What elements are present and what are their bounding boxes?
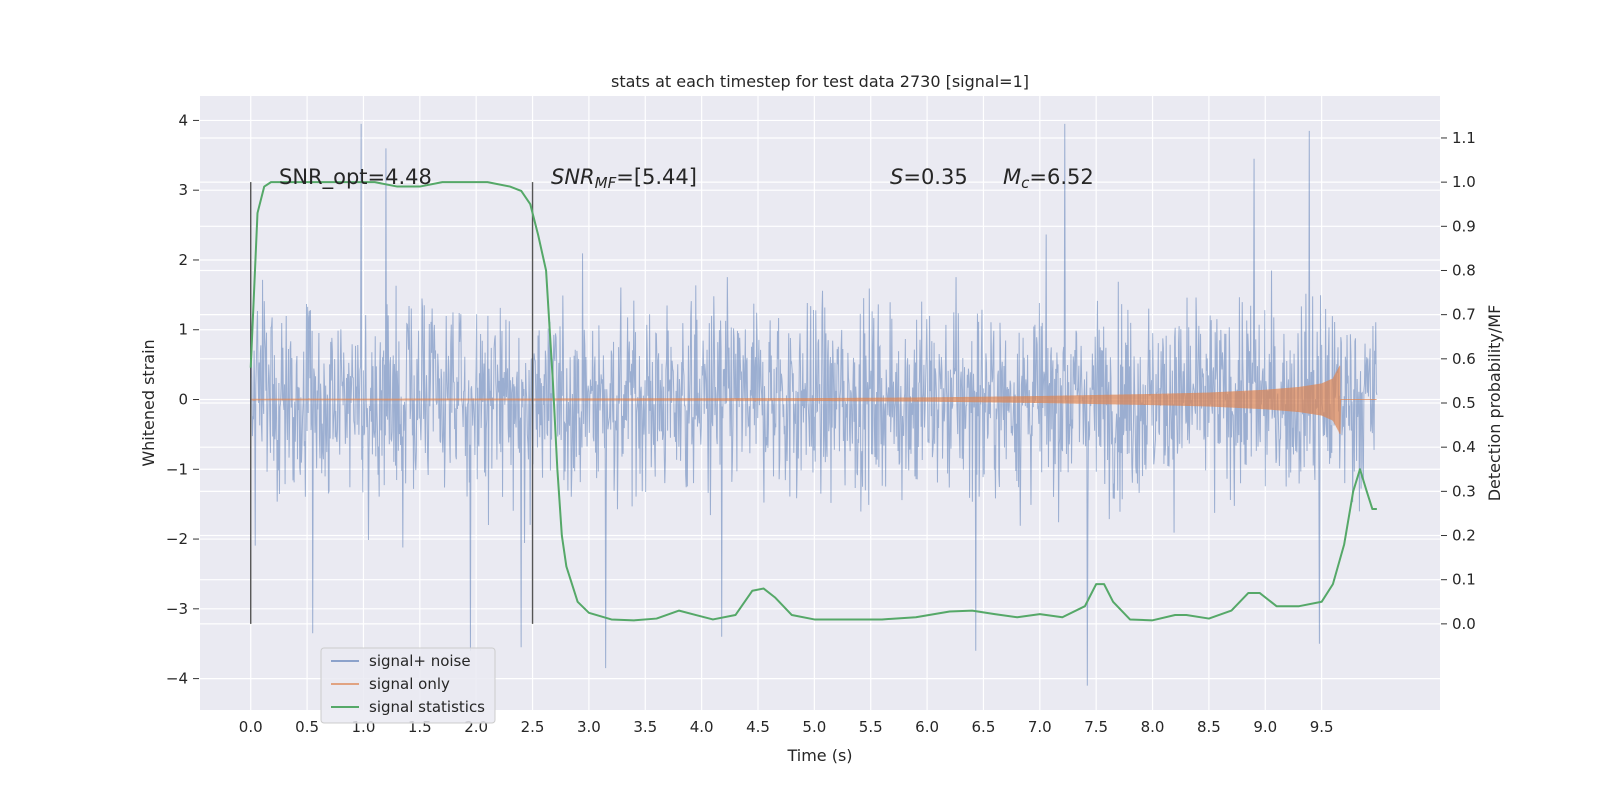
window-lines: [250, 182, 534, 624]
y-tick-label-left: −3: [166, 600, 188, 618]
x-tick-label: 6.0: [915, 718, 939, 736]
x-tick-label: 8.0: [1141, 718, 1165, 736]
y-tick-label-right: 0.2: [1452, 527, 1476, 545]
x-tick-label: 2.5: [521, 718, 545, 736]
y-tick-label-right: 0.9: [1452, 217, 1476, 235]
annotation-mc-symbol: M: [1003, 165, 1021, 189]
annotation-mc: Mc=6.52: [1003, 165, 1094, 192]
y-tick-label-right: 0.0: [1452, 615, 1476, 633]
y-tick-label-left: −2: [166, 530, 188, 548]
x-tick-label: 6.5: [972, 718, 996, 736]
signal-statistics-line: [249, 181, 1377, 622]
y-axis-label-right: Detection probability/MF: [1485, 305, 1504, 502]
series-signal-noise: [250, 123, 1378, 686]
x-tick-label: 7.0: [1028, 718, 1052, 736]
annotation-snr-opt: SNR_opt=4.48: [279, 165, 432, 190]
signal-noise-line: [250, 123, 1378, 686]
legend-box: [320, 647, 496, 724]
x-tick-label: 3.5: [633, 718, 657, 736]
annotation-snr-mf: SNRMF=[5.44]: [551, 165, 697, 192]
annotation-mc-sub: c: [1021, 174, 1030, 192]
y-tick-label-left: −1: [166, 460, 188, 478]
signal-only-line: [250, 365, 1377, 434]
x-tick-label: 4.0: [690, 718, 714, 736]
y-tick-label-left: 3: [178, 181, 188, 199]
y-tick-label-right: 1.0: [1452, 173, 1476, 191]
chart-title: stats at each timestep for test data 273…: [611, 72, 1029, 91]
x-tick-label: 0.5: [295, 718, 319, 736]
x-tick-label: 4.5: [746, 718, 770, 736]
y-tick-label-left: −4: [166, 670, 188, 688]
x-tick-label: 5.0: [802, 718, 826, 736]
annotation-snr-mf-sub: MF: [595, 174, 617, 192]
series-signal-only: [250, 365, 1377, 434]
x-tick-label: 7.5: [1084, 718, 1108, 736]
y-tick-label-right: 1.1: [1452, 129, 1476, 147]
series-signal-statistics: [249, 181, 1377, 622]
y-tick-label-left: 0: [178, 391, 188, 409]
annotation-snr-mf-base: SNR: [551, 165, 595, 189]
y-tick-label-right: 0.7: [1452, 306, 1476, 324]
x-tick-label: 3.0: [577, 718, 601, 736]
legend-label-signal-statistics: signal statistics: [369, 698, 485, 716]
x-tick-label: 8.5: [1197, 718, 1221, 736]
x-tick-label: 5.5: [859, 718, 883, 736]
x-tick-label: 0.0: [239, 718, 263, 736]
y-tick-label-right: 0.1: [1452, 571, 1476, 589]
x-tick-label: 9.5: [1310, 718, 1334, 736]
annotation-s: S=0.35: [890, 165, 968, 189]
y-tick-label-left: 2: [178, 251, 188, 269]
y-tick-label-left: 4: [178, 111, 188, 129]
annotation-mc-value: =6.52: [1029, 165, 1093, 189]
y-tick-label-right: 0.3: [1452, 482, 1476, 500]
y-tick-label-right: 0.6: [1452, 350, 1476, 368]
annotation-snr-mf-value: =[5.44]: [616, 165, 697, 189]
ticks: 0.0 0.5 1.0 1.5 2.0 2.5 3.0 3.5 4.0 4.5 5.0 5.5 6.0 6…: [166, 111, 1476, 736]
annotation-s-symbol: S: [890, 165, 903, 189]
y-tick-label-right: 0.4: [1452, 438, 1476, 456]
annotation-s-value: =0.35: [903, 165, 967, 189]
y-tick-label-right: 0.8: [1452, 261, 1476, 279]
x-tick-label: 9.0: [1253, 718, 1277, 736]
y-axis-label-left: Whitened strain: [139, 339, 158, 466]
legend-label-signal-only: signal only: [369, 675, 450, 693]
legend: signal+ noise signal only signal statist…: [320, 647, 496, 724]
legend-label-signal-noise: signal+ noise: [369, 652, 471, 670]
y-tick-label-right: 0.5: [1452, 394, 1476, 412]
x-axis-label: Time (s): [786, 746, 852, 765]
y-tick-label-left: 1: [178, 321, 188, 339]
